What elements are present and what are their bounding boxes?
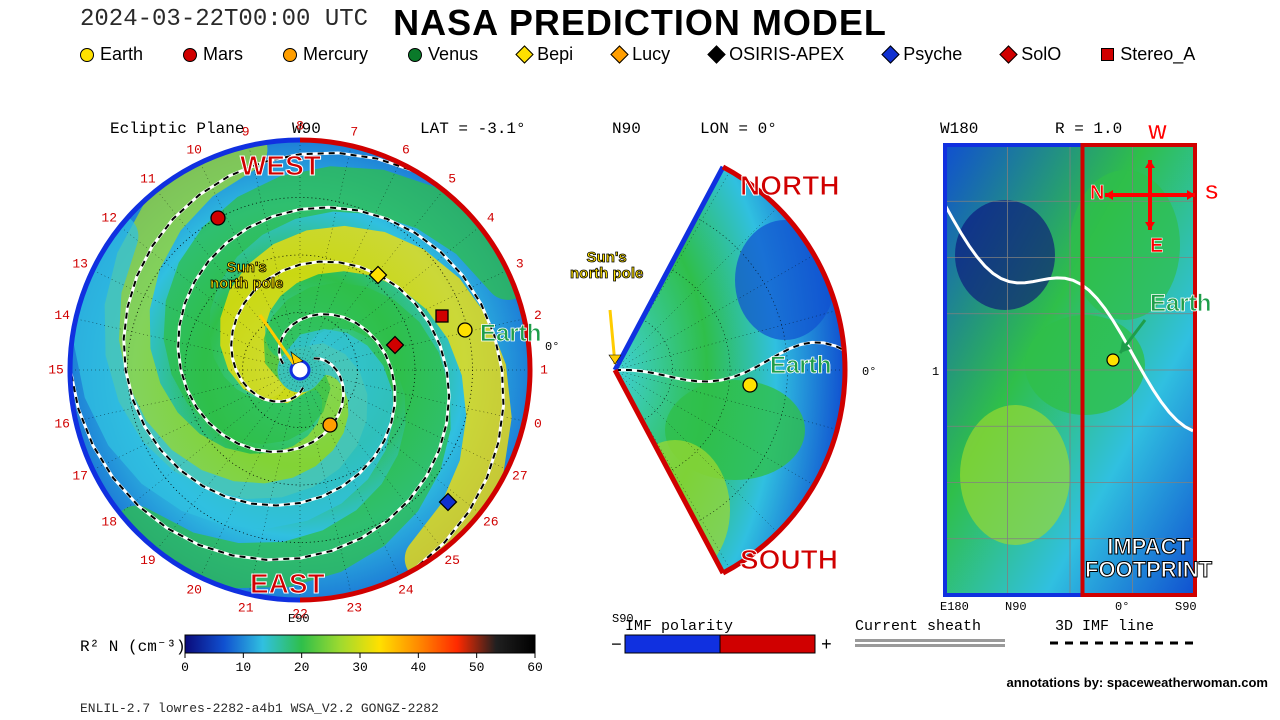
annotation-credit: annotations by: spaceweatherwoman.com xyxy=(1006,675,1268,690)
source-credit: ENLIL-2.7 lowres-2282-a4b1 WSA_V2.2 GONG… xyxy=(80,701,439,716)
imf3d-line xyxy=(0,0,1250,700)
